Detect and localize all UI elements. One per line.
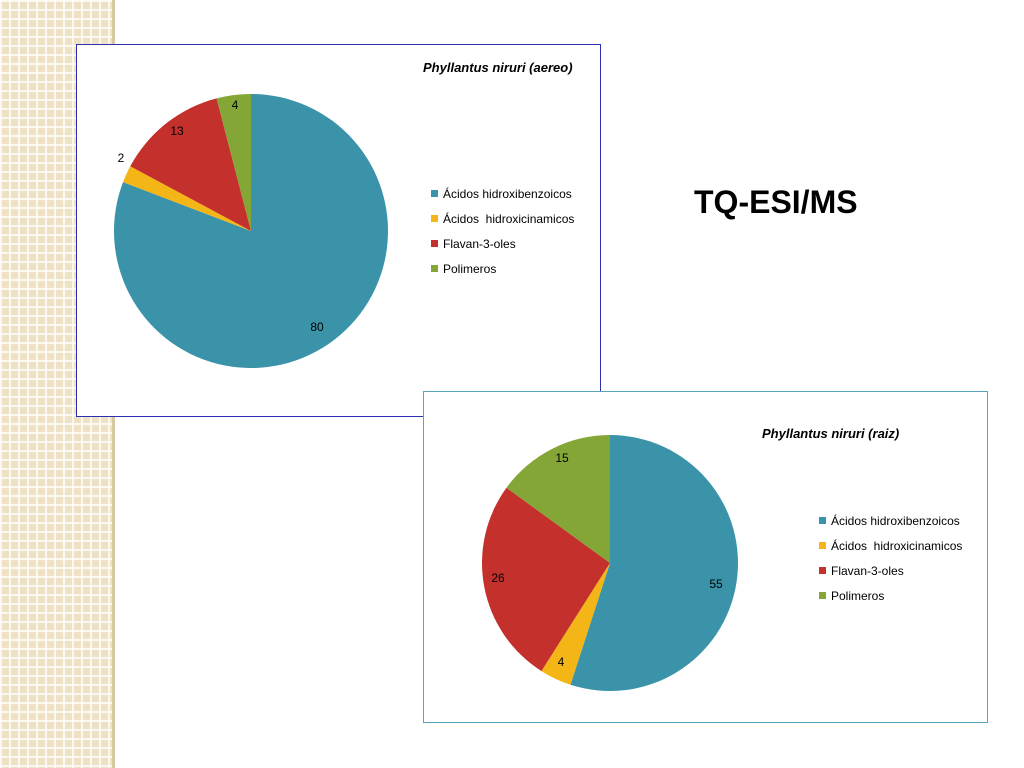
chart-legend: Ácidos hidroxibenzoicos Ácidos hidroxicin… bbox=[431, 181, 574, 281]
legend-item: Ácidos hidroxicinamicos bbox=[819, 533, 962, 558]
legend-label: Ácidos hidroxicinamicos bbox=[443, 211, 575, 226]
pie-slice bbox=[541, 563, 610, 685]
legend-label: Ácidos hidroxicinamicos bbox=[831, 538, 963, 553]
pie-slice bbox=[570, 435, 738, 691]
pie-slice bbox=[130, 98, 251, 231]
legend-swatch bbox=[431, 190, 438, 197]
legend-label: Flavan-3-oles bbox=[443, 236, 516, 251]
legend-item: Polimeros bbox=[431, 256, 574, 281]
data-label: 4 bbox=[558, 655, 565, 669]
legend-swatch bbox=[819, 542, 826, 549]
data-label: 80 bbox=[310, 320, 324, 334]
legend-label: Polimeros bbox=[443, 261, 497, 276]
chart-title: Phyllantus niruri (aereo) bbox=[423, 60, 573, 75]
legend-label: Flavan-3-oles bbox=[831, 563, 904, 578]
legend-item: Polimeros bbox=[819, 583, 962, 608]
pie-slice bbox=[113, 94, 388, 368]
legend-item: Ácidos hidroxicinamicos bbox=[431, 206, 574, 231]
pie-slice bbox=[506, 435, 610, 563]
legend-item: Flavan-3-oles bbox=[431, 231, 574, 256]
legend-item: Ácidos hidroxibenzoicos bbox=[819, 508, 962, 533]
legend-swatch bbox=[819, 517, 826, 524]
data-label: 26 bbox=[491, 571, 505, 585]
legend-label: Polimeros bbox=[831, 588, 885, 603]
slide-title: TQ-ESI/MS bbox=[694, 184, 858, 220]
legend-swatch bbox=[819, 592, 826, 599]
pie-chart-aereo: Phyllantus niruri (aereo) 80 2 13 4 Ácidos … bbox=[76, 44, 601, 417]
legend-swatch bbox=[819, 567, 826, 574]
pie-slice bbox=[482, 487, 610, 672]
data-label: 13 bbox=[170, 124, 184, 138]
legend-label: Ácidos hidroxibenzoicos bbox=[443, 186, 572, 201]
chart-title: Phyllantus niruri (raiz) bbox=[762, 426, 900, 441]
legend-swatch bbox=[431, 215, 438, 222]
pie-slice bbox=[216, 94, 251, 231]
chart-legend: Ácidos hidroxibenzoicos Ácidos hidroxicin… bbox=[819, 508, 962, 608]
data-label: 2 bbox=[118, 151, 125, 165]
legend-label: Ácidos hidroxibenzoicos bbox=[831, 513, 960, 528]
data-label: 4 bbox=[232, 98, 239, 112]
data-label: 15 bbox=[555, 451, 569, 465]
pie-chart-plot: 80 2 13 4 bbox=[113, 94, 388, 368]
pie-slice bbox=[123, 166, 251, 231]
legend-swatch bbox=[431, 240, 438, 247]
pie-chart-plot: 55 4 26 15 bbox=[482, 435, 738, 691]
data-label: 55 bbox=[709, 577, 723, 591]
pie-chart-raiz: Phyllantus niruri (raiz) 55 4 26 15 Ácidos … bbox=[423, 391, 988, 723]
legend-item: Ácidos hidroxibenzoicos bbox=[431, 181, 574, 206]
legend-swatch bbox=[431, 265, 438, 272]
legend-item: Flavan-3-oles bbox=[819, 558, 962, 583]
